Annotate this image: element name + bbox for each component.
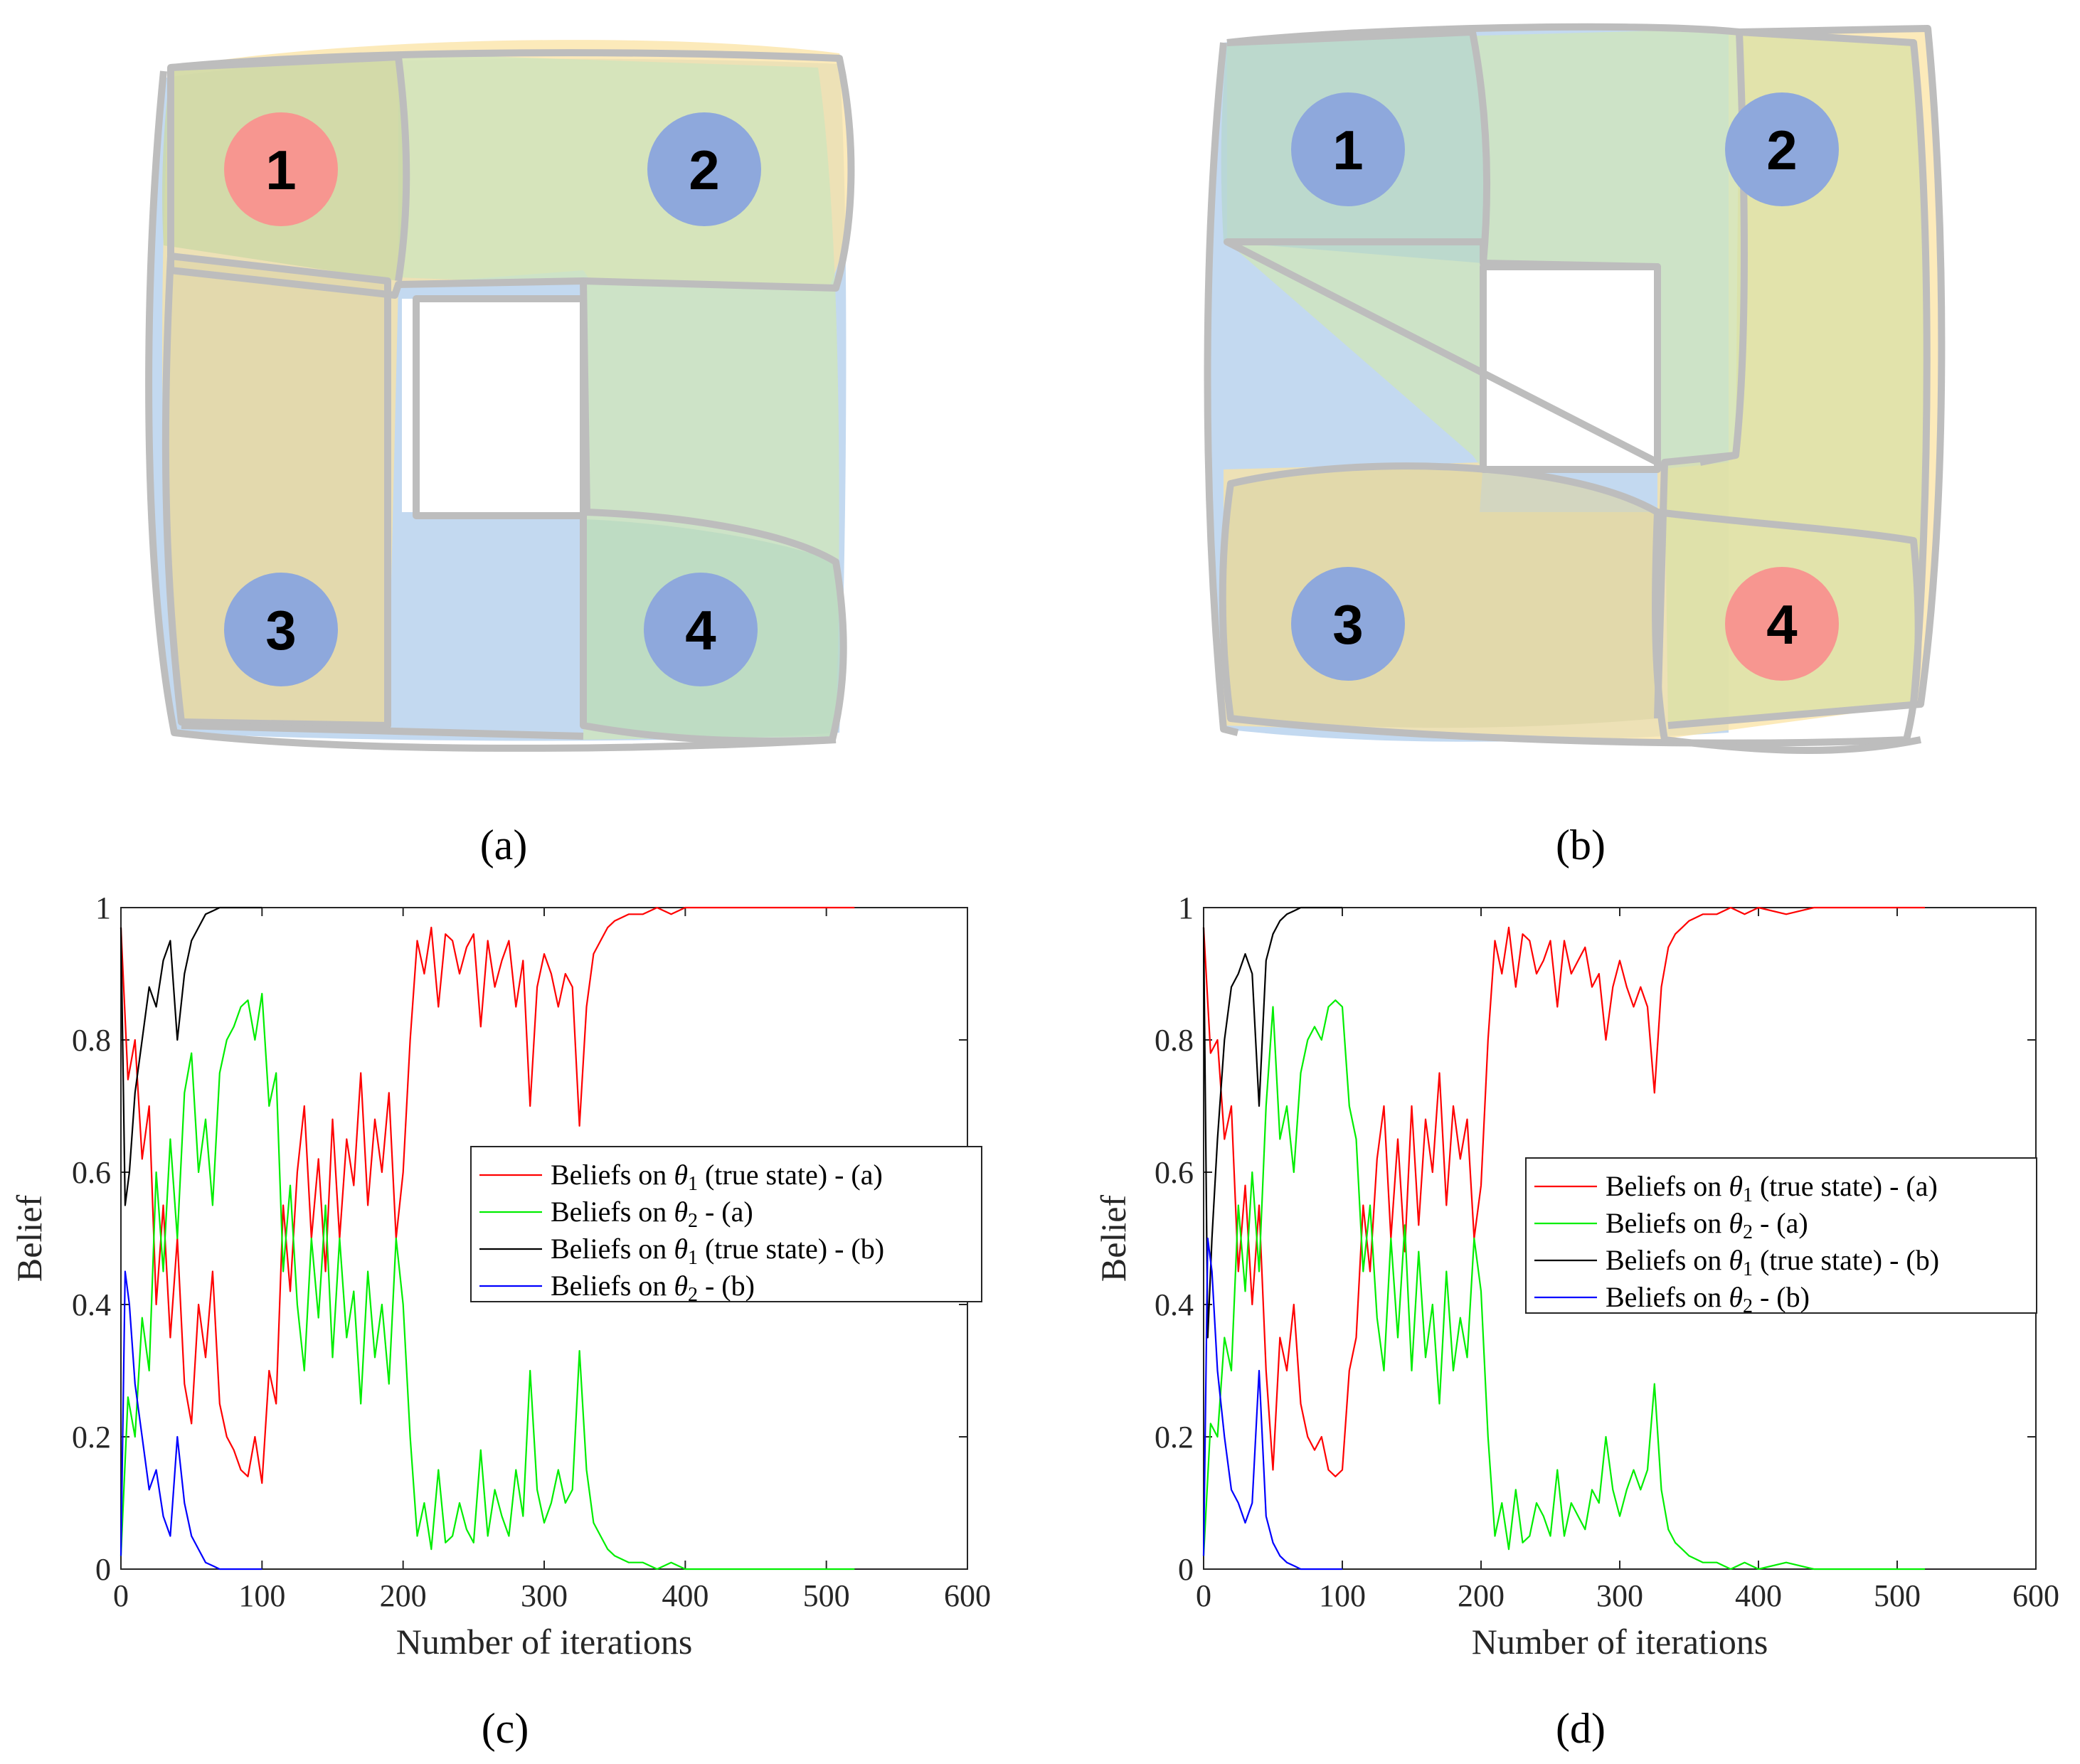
chart-d-legend-label-2: Beliefs on θ2 - (a) [1606,1207,1808,1243]
chart-c-xtick-label: 300 [521,1578,568,1613]
chart-c-legend-label-3: Beliefs on θ1 (true state) - (b) [551,1233,884,1269]
diagram-b: 1 2 3 4 [1204,23,1946,754]
diagram-a-outline-topleft [170,53,410,282]
svg-text:1: 1 [265,139,296,201]
chart-d-ytick-label: 0 [1178,1552,1194,1587]
chart-d-series-1 [1202,906,1925,1477]
diagram-a-node-1: 1 [224,112,338,226]
chart-c-xtick-label: 400 [662,1578,709,1613]
svg-text:1: 1 [1332,119,1363,181]
chart-d-legend: Beliefs on θ1 (true state) - (a)Beliefs … [1525,1157,2037,1317]
diagram-b-outline-topleft [1226,28,1490,264]
svg-text:3: 3 [1332,593,1363,656]
chart-c-ytick-label: 0.4 [72,1287,111,1322]
diagram-b-outline-ring [1204,42,1921,754]
diagram-b-outline-bottom [1219,462,1922,747]
chart-c-xtick-label: 100 [238,1578,285,1613]
chart-c-legend-label-1: Beliefs on θ1 (true state) - (a) [551,1159,883,1195]
diagram-b-node-2: 2 [1725,92,1839,206]
diagram-a-node-4: 4 [644,573,758,686]
svg-text:4: 4 [685,599,716,662]
caption-c: (c) [482,1705,529,1752]
svg-text:2: 2 [1766,119,1797,181]
chart-c-xtick-label: 600 [944,1578,991,1613]
chart-d-legend-label-4: Beliefs on θ2 - (b) [1606,1281,1810,1317]
chart-d-xtick-label: 200 [1458,1578,1505,1613]
chart-d-ytick-label: 0.8 [1155,1023,1194,1058]
chart-d-ytick-label: 0.4 [1155,1287,1194,1322]
chart-d-ytick-label: 0.6 [1155,1155,1194,1190]
chart-c-legend: Beliefs on θ1 (true state) - (a)Beliefs … [470,1146,982,1306]
chart-c-ytick-label: 0 [95,1552,111,1587]
diagram-b-outline-right [1667,25,1946,729]
chart-d-xtick-label: 400 [1735,1578,1782,1613]
chart-c-series-3 [120,906,262,1206]
chart-c-xtick-label: 0 [113,1578,129,1613]
chart-d-xtick-label: 500 [1874,1578,1921,1613]
chart-d-xtick-label: 100 [1319,1578,1366,1613]
caption-b: (b) [1556,822,1606,868]
svg-text:3: 3 [265,599,296,662]
diagram-b-node-4: 4 [1725,567,1839,681]
chart-c-ytick-label: 0.8 [72,1023,111,1058]
diagram-b-outline-hole [1480,263,1661,473]
diagram-a-outline-left [161,253,391,729]
chart-d-series-4 [1202,1237,1342,1571]
caption-d: (d) [1556,1705,1606,1752]
chart-d-xtick-label: 0 [1196,1578,1211,1613]
chart-d-ytick-label: 0.2 [1155,1420,1194,1455]
chart-c-ytick-label: 1 [95,891,111,925]
chart-c-xlabel: Number of iterations [396,1622,693,1662]
chart-d-legend-label-1: Beliefs on θ1 (true state) - (a) [1606,1170,1938,1206]
diagram-a-outline-ring [145,70,837,752]
chart-c-xtick-label: 200 [380,1578,427,1613]
chart-d-ytick-label: 1 [1178,891,1194,925]
diagram-a-outline-hole [413,295,587,519]
svg-text:4: 4 [1766,593,1797,656]
chart-c-series-2 [120,992,855,1571]
diagram-b-overlap-2 [1665,32,1927,726]
caption-a: (a) [480,822,528,868]
chart-d-xlabel: Number of iterations [1472,1622,1768,1662]
chart-d-xtick-label: 600 [2012,1578,2059,1613]
chart-c-ylabel: Belief [9,1195,49,1282]
chart-d: 0 100 200 300 400 500 600 0 0.2 0.4 0.6 0.8 1 Number… [1093,891,2059,1662]
chart-d-legend-label-3: Beliefs on θ1 (true state) - (b) [1606,1244,1939,1280]
diagram-b-node-3: 3 [1291,567,1405,681]
diagram-a-node-2: 2 [647,112,761,226]
chart-d-xtick-label: 300 [1596,1578,1643,1613]
chart-d-series-2 [1202,999,1925,1571]
diagram-b-overlap-3 [1222,466,1657,728]
chart-c-series-1 [120,906,855,1484]
chart-c-xtick-label: 500 [803,1578,850,1613]
diagram-b-node-1: 1 [1291,92,1405,206]
chart-c-legend-label-2: Beliefs on θ2 - (a) [551,1196,753,1232]
chart-c-legend-label-4: Beliefs on θ2 - (b) [551,1270,755,1306]
chart-c-series-4 [120,1270,262,1571]
diagram-a-outline-right [580,280,847,745]
svg-text:2: 2 [689,139,719,201]
diagram-a: 1 2 3 4 [145,40,855,752]
chart-d-series-3 [1202,906,1342,1339]
diagram-a-node-3: 3 [224,573,338,686]
chart-c-ytick-label: 0.6 [72,1155,111,1190]
chart-c: 0 100 200 300 400 500 600 0 0.2 0.4 0.6 0.8 1 Number… [9,891,991,1662]
chart-d-ylabel: Belief [1093,1195,1133,1282]
chart-c-ytick-label: 0.2 [72,1420,111,1455]
